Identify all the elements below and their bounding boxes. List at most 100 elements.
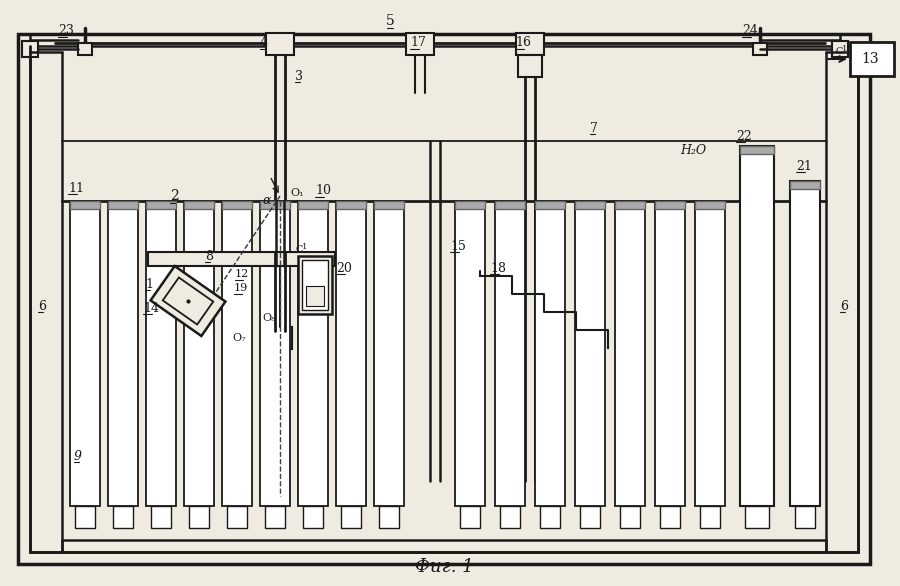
Text: 11: 11 bbox=[68, 182, 84, 195]
Text: 6: 6 bbox=[840, 299, 848, 312]
Bar bbox=[795, 506, 815, 528]
Bar bbox=[575, 201, 605, 209]
Text: 21: 21 bbox=[796, 159, 812, 172]
Bar bbox=[78, 43, 92, 55]
Text: 23: 23 bbox=[58, 25, 74, 38]
Bar bbox=[832, 41, 848, 57]
Bar bbox=[455, 201, 485, 209]
Bar bbox=[298, 201, 328, 506]
Text: 18: 18 bbox=[490, 261, 506, 274]
Bar bbox=[151, 506, 171, 528]
Text: α: α bbox=[262, 195, 271, 207]
Text: Фиг. 1: Фиг. 1 bbox=[415, 558, 473, 576]
Polygon shape bbox=[163, 278, 213, 325]
Bar bbox=[374, 201, 404, 506]
Text: 14: 14 bbox=[143, 302, 159, 315]
Bar bbox=[535, 201, 565, 209]
Text: C: C bbox=[296, 246, 303, 254]
Bar bbox=[753, 43, 767, 55]
Bar bbox=[189, 506, 209, 528]
Text: 1: 1 bbox=[842, 45, 848, 53]
Bar bbox=[260, 201, 290, 209]
Text: 10: 10 bbox=[315, 185, 331, 197]
Polygon shape bbox=[150, 266, 225, 336]
Bar bbox=[695, 201, 725, 506]
Bar bbox=[615, 201, 645, 209]
Bar bbox=[518, 55, 542, 77]
Text: H₂O: H₂O bbox=[680, 145, 706, 158]
Text: 19: 19 bbox=[234, 283, 248, 293]
Text: 20: 20 bbox=[336, 261, 352, 274]
Bar bbox=[303, 506, 323, 528]
Bar bbox=[495, 201, 525, 209]
Bar bbox=[580, 506, 600, 528]
Bar bbox=[790, 181, 820, 189]
Bar bbox=[516, 33, 544, 55]
Bar bbox=[374, 201, 404, 209]
Text: O₇: O₇ bbox=[232, 333, 246, 343]
Bar bbox=[455, 201, 485, 506]
Bar bbox=[222, 201, 252, 506]
Bar bbox=[700, 506, 720, 528]
Bar bbox=[75, 506, 95, 528]
Bar bbox=[146, 201, 176, 209]
Text: 12: 12 bbox=[235, 269, 249, 279]
Text: 1: 1 bbox=[145, 278, 153, 291]
Bar bbox=[575, 201, 605, 506]
Bar bbox=[406, 33, 434, 55]
Text: 13: 13 bbox=[861, 52, 878, 66]
Text: 2: 2 bbox=[170, 189, 179, 203]
Bar bbox=[227, 506, 247, 528]
Bar bbox=[22, 41, 38, 57]
Bar bbox=[620, 506, 640, 528]
Text: 9: 9 bbox=[74, 449, 82, 462]
Text: 7: 7 bbox=[590, 121, 598, 135]
Text: O₈: O₈ bbox=[262, 313, 275, 323]
Bar bbox=[30, 46, 858, 552]
Bar bbox=[790, 181, 820, 506]
Bar bbox=[850, 42, 894, 76]
Text: 1: 1 bbox=[302, 243, 308, 251]
Bar bbox=[535, 201, 565, 506]
Bar bbox=[148, 252, 335, 266]
Bar bbox=[108, 201, 138, 506]
Bar bbox=[655, 201, 685, 506]
Text: 24: 24 bbox=[742, 25, 758, 38]
Text: O₁: O₁ bbox=[290, 188, 303, 198]
Text: 6: 6 bbox=[38, 299, 46, 312]
Bar bbox=[302, 260, 328, 310]
Bar bbox=[184, 201, 214, 209]
Bar bbox=[745, 506, 769, 528]
Bar bbox=[495, 201, 525, 506]
Bar bbox=[184, 201, 214, 506]
Bar bbox=[108, 201, 138, 209]
Bar bbox=[70, 201, 100, 506]
Bar bbox=[336, 201, 366, 506]
Bar bbox=[500, 506, 520, 528]
Bar bbox=[306, 286, 324, 306]
Text: 5: 5 bbox=[385, 14, 394, 28]
Text: 3: 3 bbox=[295, 70, 303, 83]
Bar bbox=[540, 506, 560, 528]
Bar bbox=[222, 201, 252, 209]
Bar bbox=[298, 201, 328, 209]
Bar bbox=[740, 146, 774, 154]
Bar bbox=[298, 256, 332, 314]
Bar bbox=[336, 201, 366, 209]
Text: 17: 17 bbox=[410, 36, 426, 49]
Bar bbox=[655, 201, 685, 209]
Text: 8: 8 bbox=[205, 250, 213, 263]
Bar bbox=[265, 506, 285, 528]
Bar bbox=[660, 506, 680, 528]
Bar bbox=[379, 506, 399, 528]
Bar bbox=[268, 327, 292, 349]
Bar bbox=[113, 506, 133, 528]
Text: C: C bbox=[836, 47, 843, 56]
Bar bbox=[260, 201, 290, 506]
Text: 16: 16 bbox=[515, 36, 531, 49]
Text: 15: 15 bbox=[450, 240, 466, 253]
Bar bbox=[70, 201, 100, 209]
Text: 4: 4 bbox=[260, 36, 268, 49]
Bar bbox=[460, 506, 480, 528]
Bar bbox=[615, 201, 645, 506]
